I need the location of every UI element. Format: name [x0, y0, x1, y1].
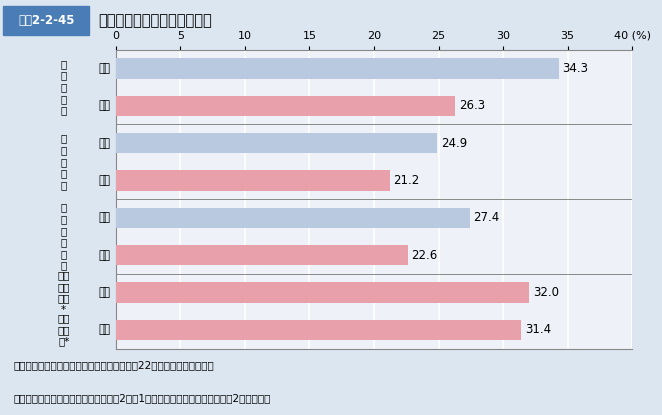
- Text: 子宮
がん
検診
*: 子宮 がん 検診 *: [58, 270, 70, 315]
- Text: 男: 男: [102, 62, 109, 75]
- Bar: [116, 170, 389, 191]
- Text: 資料：厚生労働省大臣官房統計情報部「平成22年国民生活基礎調査」: 資料：厚生労働省大臣官房統計情報部「平成22年国民生活基礎調査」: [13, 360, 214, 370]
- Text: 男: 男: [99, 62, 105, 75]
- Text: 22.6: 22.6: [412, 249, 438, 262]
- Text: 34.3: 34.3: [563, 62, 589, 75]
- Text: 31.4: 31.4: [525, 323, 551, 337]
- Text: 女: 女: [99, 286, 105, 299]
- Text: 女: 女: [99, 249, 105, 262]
- Text: 肺
が
ん
検
診: 肺 が ん 検 診: [61, 134, 67, 190]
- Text: 部位ごとのがん検診の受診率: 部位ごとのがん検診の受診率: [98, 13, 212, 28]
- Bar: [116, 320, 521, 340]
- Text: 女: 女: [102, 99, 109, 112]
- Text: 21.2: 21.2: [393, 174, 420, 187]
- Text: 26.3: 26.3: [459, 99, 485, 112]
- Text: 乳が
ん検
診*: 乳が ん検 診*: [58, 313, 70, 347]
- Text: （注）　子宮がん検診、乳がん検診は2年に1回行うこととされているため、2年分の数字: （注） 子宮がん検診、乳がん検診は2年に1回行うこととされているため、2年分の数…: [13, 393, 271, 403]
- Text: 女: 女: [102, 249, 109, 262]
- Text: 胃
が
ん
検
診: 胃 が ん 検 診: [61, 59, 67, 115]
- Bar: [116, 282, 529, 303]
- Text: 男: 男: [102, 137, 109, 150]
- Text: 男: 男: [102, 211, 109, 225]
- Text: 女: 女: [99, 99, 105, 112]
- Text: 女: 女: [102, 323, 109, 337]
- FancyBboxPatch shape: [3, 6, 89, 35]
- Text: 図表2-2-45: 図表2-2-45: [18, 14, 75, 27]
- Bar: [116, 133, 438, 154]
- Bar: [116, 245, 408, 266]
- Text: 女: 女: [102, 286, 109, 299]
- Text: 24.9: 24.9: [441, 137, 467, 150]
- Text: 男: 男: [99, 137, 105, 150]
- Bar: [116, 58, 559, 79]
- Text: 大
腸
が
ん
検
診: 大 腸 が ん 検 診: [61, 203, 67, 271]
- Text: 27.4: 27.4: [473, 211, 500, 225]
- Bar: [116, 95, 455, 116]
- Text: 男: 男: [99, 211, 105, 225]
- Text: 女: 女: [99, 174, 105, 187]
- Text: 32.0: 32.0: [533, 286, 559, 299]
- Text: 女: 女: [99, 323, 105, 337]
- Text: 女: 女: [102, 174, 109, 187]
- Bar: [116, 208, 469, 228]
